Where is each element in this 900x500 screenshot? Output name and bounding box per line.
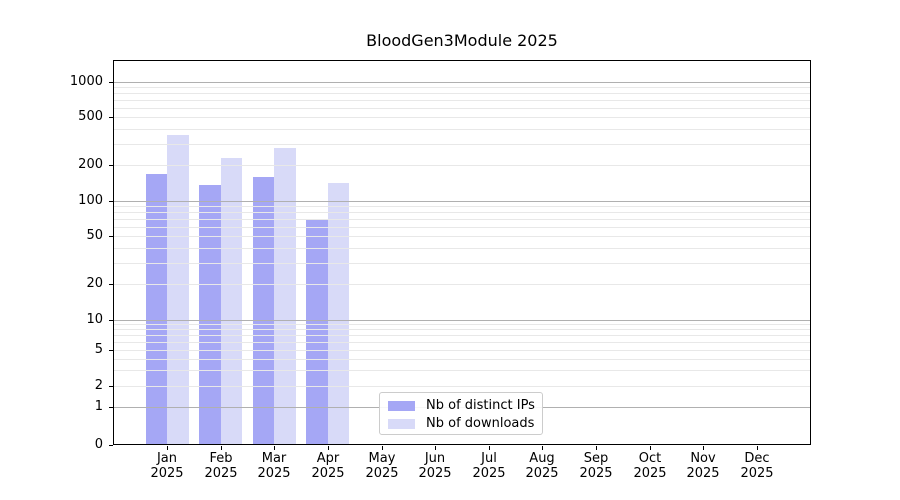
x-tick-year: 2025 (257, 466, 291, 481)
plot-area (113, 60, 811, 445)
x-axis-tick (650, 446, 651, 450)
x-tick-label: Aug 2025 (510, 451, 574, 481)
legend-swatch-distinct-ips (388, 401, 415, 411)
chart-title: BloodGen3Module 2025 (366, 31, 558, 50)
x-axis-tick (703, 446, 704, 450)
x-tick-label: Nov 2025 (671, 451, 735, 481)
bar-downloads-apr (327, 183, 350, 444)
x-tick-label: Feb 2025 (189, 451, 253, 481)
x-tick-year: 2025 (525, 466, 559, 481)
minor-gridline (114, 129, 810, 130)
x-tick-month: May (368, 451, 396, 466)
major-gridline (114, 82, 810, 83)
x-tick-month: Mar (261, 451, 287, 466)
x-tick-year: 2025 (150, 466, 184, 481)
y-axis-tick (109, 82, 113, 83)
x-axis-tick (435, 446, 436, 450)
y-axis-tick (109, 236, 113, 237)
x-tick-month: Dec (744, 451, 770, 466)
x-tick-month: Apr (316, 451, 340, 466)
y-tick-label: 5 (94, 342, 103, 357)
x-tick-label: Jun 2025 (403, 451, 467, 481)
y-axis-tick (109, 386, 113, 387)
x-tick-month: Sep (583, 451, 609, 466)
bar-distinct-ips-mar (252, 176, 275, 444)
y-tick-label: 200 (78, 157, 103, 172)
x-tick-year: 2025 (365, 466, 399, 481)
y-axis-tick (109, 445, 113, 446)
y-axis-tick (109, 165, 113, 166)
minor-gridline (114, 165, 810, 166)
y-tick-label: 100 (78, 193, 103, 208)
x-tick-year: 2025 (311, 466, 345, 481)
minor-gridline (114, 93, 810, 94)
y-tick-label: 50 (86, 228, 103, 243)
y-axis-tick (109, 320, 113, 321)
legend-label-downloads: Nb of downloads (426, 416, 535, 431)
x-tick-label: Sep 2025 (564, 451, 628, 481)
legend-item-downloads: Nb of downloads (380, 416, 542, 432)
minor-gridline (114, 144, 810, 145)
minor-gridline (114, 108, 810, 109)
x-tick-month: Aug (529, 451, 555, 466)
x-tick-label: Mar 2025 (242, 451, 306, 481)
x-axis-tick (596, 446, 597, 450)
x-tick-label: Jul 2025 (457, 451, 521, 481)
x-tick-label: Jan 2025 (135, 451, 199, 481)
legend-swatch-downloads (388, 419, 415, 429)
y-tick-label: 2 (94, 378, 103, 393)
x-tick-month: Oct (638, 451, 662, 466)
x-axis-tick (489, 446, 490, 450)
y-tick-label: 20 (86, 276, 103, 291)
x-tick-year: 2025 (633, 466, 667, 481)
bar-downloads-mar (274, 147, 296, 444)
x-tick-label: Apr 2025 (296, 451, 360, 481)
x-tick-month: Nov (690, 451, 716, 466)
legend-item-distinct-ips: Nb of distinct IPs (380, 398, 542, 414)
x-tick-year: 2025 (740, 466, 774, 481)
x-tick-label: Dec 2025 (725, 451, 789, 481)
x-axis-tick (382, 446, 383, 450)
x-axis-tick (328, 446, 329, 450)
x-tick-year: 2025 (579, 466, 613, 481)
x-tick-year: 2025 (472, 466, 506, 481)
x-axis-tick (757, 446, 758, 450)
y-tick-label: 500 (78, 109, 103, 124)
bar-distinct-ips-apr (306, 218, 328, 444)
x-axis-tick (274, 446, 275, 450)
y-axis-tick (109, 284, 113, 285)
y-axis-tick (109, 407, 113, 408)
x-tick-month: Jul (481, 451, 497, 466)
bar-distinct-ips-feb (199, 185, 221, 444)
bar-distinct-ips-jan (145, 173, 167, 444)
bar-downloads-jan (167, 135, 189, 444)
minor-gridline (114, 117, 810, 118)
x-tick-label: Oct 2025 (618, 451, 682, 481)
x-tick-year: 2025 (418, 466, 452, 481)
minor-gridline (114, 100, 810, 101)
y-tick-label: 0 (94, 437, 103, 452)
y-tick-label: 10 (86, 312, 103, 327)
x-tick-month: Jun (424, 451, 446, 466)
x-axis-tick (542, 446, 543, 450)
y-axis-tick (109, 117, 113, 118)
x-tick-month: Feb (209, 451, 233, 466)
y-tick-label: 1 (94, 399, 103, 414)
minor-gridline (114, 87, 810, 88)
y-tick-label: 1000 (69, 74, 103, 89)
bar-downloads-feb (220, 157, 243, 444)
x-axis-tick (167, 446, 168, 450)
x-axis-tick (221, 446, 222, 450)
y-axis-tick (109, 201, 113, 202)
x-tick-month: Jan (156, 451, 178, 466)
x-tick-label: May 2025 (350, 451, 414, 481)
x-tick-year: 2025 (686, 466, 720, 481)
legend-label-distinct-ips: Nb of distinct IPs (426, 398, 535, 413)
y-axis-tick (109, 350, 113, 351)
legend: Nb of distinct IPs Nb of downloads (379, 392, 543, 435)
x-tick-year: 2025 (204, 466, 238, 481)
